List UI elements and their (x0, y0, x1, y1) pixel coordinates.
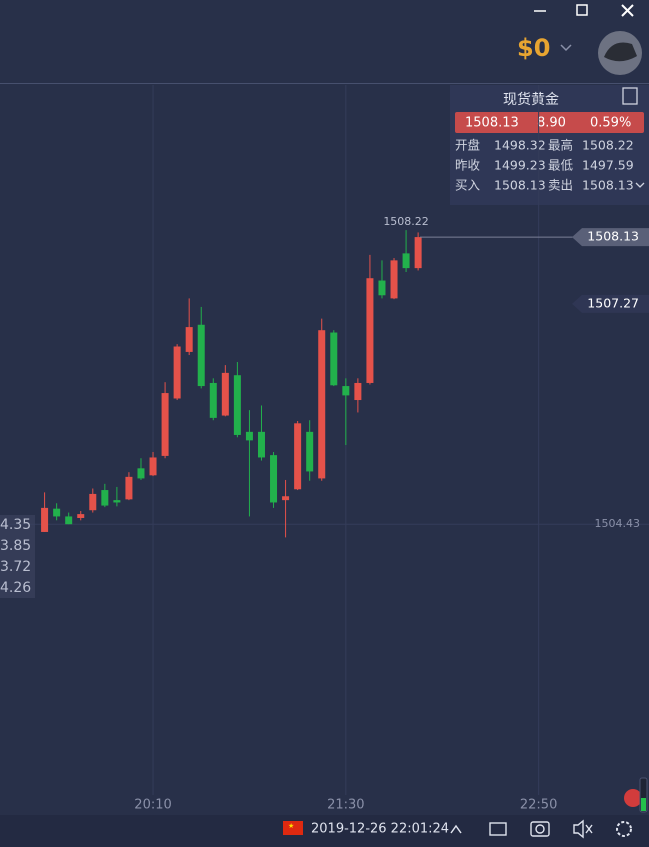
candle-body (402, 253, 410, 269)
quote-label: 开盘 (455, 138, 480, 153)
footer (0, 815, 649, 847)
chart: 1504.43 20:10 21:30 22:50 1508.22 1508.13 1507… (0, 85, 649, 813)
quote-expand[interactable] (635, 182, 645, 188)
balance[interactable]: $0 (517, 34, 550, 62)
candle-body (53, 508, 61, 517)
candle-body (282, 496, 290, 501)
flag-star: ★ (288, 822, 294, 830)
candle-body (173, 346, 181, 399)
candle-body (330, 332, 338, 386)
candle-body (101, 490, 109, 506)
candle-body (414, 237, 422, 269)
candle-body (197, 324, 205, 387)
candle-body (185, 327, 193, 352)
quote-price: 1508.13 (465, 116, 519, 131)
quote-change-pct: 0.59% (590, 116, 631, 131)
quote-value: 1497.59 (582, 158, 634, 173)
candle-body (318, 330, 326, 479)
quote-change: 8.90 (537, 116, 566, 131)
candle-body (161, 393, 169, 456)
datetime-toggle[interactable] (450, 824, 462, 834)
quote-value: 1508.13 (494, 178, 546, 193)
quote-label: 最高 (548, 138, 573, 153)
quote-label: 买入 (455, 178, 481, 193)
candle-body (221, 372, 229, 416)
x-tick-label: 22:50 (520, 798, 557, 813)
left-label: 3.85 (0, 538, 31, 554)
candle-body (125, 476, 133, 500)
screenshot-lens (535, 824, 545, 834)
candle-body (65, 516, 73, 525)
left-label: 3.72 (0, 559, 31, 575)
candle-body (378, 280, 386, 296)
candle-body (137, 468, 145, 479)
candle-body (366, 278, 374, 383)
avatar-image (604, 42, 637, 62)
candle-body (294, 423, 302, 490)
candle-body (257, 431, 265, 458)
candle-body (149, 457, 157, 476)
quote-value: 1508.22 (582, 138, 634, 153)
panel-toggle[interactable] (622, 87, 638, 105)
balance-dropdown[interactable] (560, 44, 572, 52)
quote-rows: 开盘 1498.32 最高 1508.22 昨收 1499.23 最低 1497.59 买入 15… (455, 138, 634, 193)
top-bar (0, 0, 649, 83)
quote-name: 现货黄金 (503, 91, 559, 108)
left-label: 4.35 (0, 517, 31, 533)
price-bar (455, 112, 644, 133)
candle-body (354, 382, 362, 401)
candle-body (390, 260, 398, 299)
candle-body (342, 386, 350, 396)
footer-datetime: 2019-12-26 22:01:24 (311, 822, 449, 837)
quote-value: 1498.32 (494, 138, 546, 153)
left-labels: 4.35 3.85 3.72 4.26 (0, 517, 31, 596)
candle-body (89, 493, 97, 511)
x-tick-label: 21:30 (327, 798, 364, 813)
quote-panel (450, 85, 649, 205)
left-panel (0, 515, 35, 598)
flag-icon (283, 821, 303, 835)
price-marker-label: 1507.27 (587, 295, 639, 310)
quote-label: 最低 (548, 158, 574, 173)
maximize-button[interactable] (576, 4, 588, 16)
high-label: 1508.22 (383, 215, 429, 228)
quote-label: 卖出 (548, 178, 573, 193)
mute-icon[interactable] (573, 819, 593, 839)
y-tick-label: 1504.43 (595, 517, 641, 530)
quote-value: 1499.23 (494, 158, 546, 173)
candle-body (270, 455, 278, 503)
quote-label: 昨收 (455, 158, 481, 173)
close-button[interactable] (621, 4, 634, 17)
candle-body (245, 431, 253, 441)
price-marker (572, 228, 649, 247)
candle-body (306, 431, 314, 472)
screenshot-icon[interactable] (530, 821, 550, 837)
candle-body (233, 375, 241, 435)
price-marker (572, 294, 649, 313)
left-label: 4.26 (0, 580, 31, 596)
settings-icon[interactable] (616, 821, 632, 837)
candle-body (77, 514, 85, 518)
x-tick-label: 20:10 (134, 798, 171, 813)
signal-level (641, 798, 646, 811)
quote-value: 1508.13 (582, 178, 634, 193)
candle-body (41, 507, 49, 532)
window-icon[interactable] (489, 822, 507, 836)
price-marker-label: 1508.13 (587, 229, 639, 244)
alert-icon[interactable] (624, 789, 642, 807)
candle-body (209, 382, 217, 418)
candle-body (113, 500, 121, 503)
